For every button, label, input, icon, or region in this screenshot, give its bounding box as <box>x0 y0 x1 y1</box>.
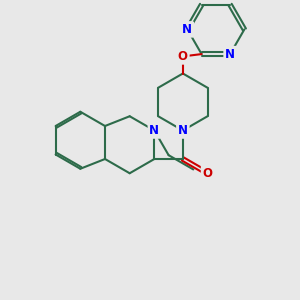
Text: O: O <box>178 50 188 63</box>
Text: O: O <box>202 167 212 180</box>
Text: N: N <box>225 48 235 61</box>
Text: N: N <box>149 124 159 137</box>
Text: N: N <box>182 23 192 36</box>
Text: N: N <box>178 124 188 137</box>
